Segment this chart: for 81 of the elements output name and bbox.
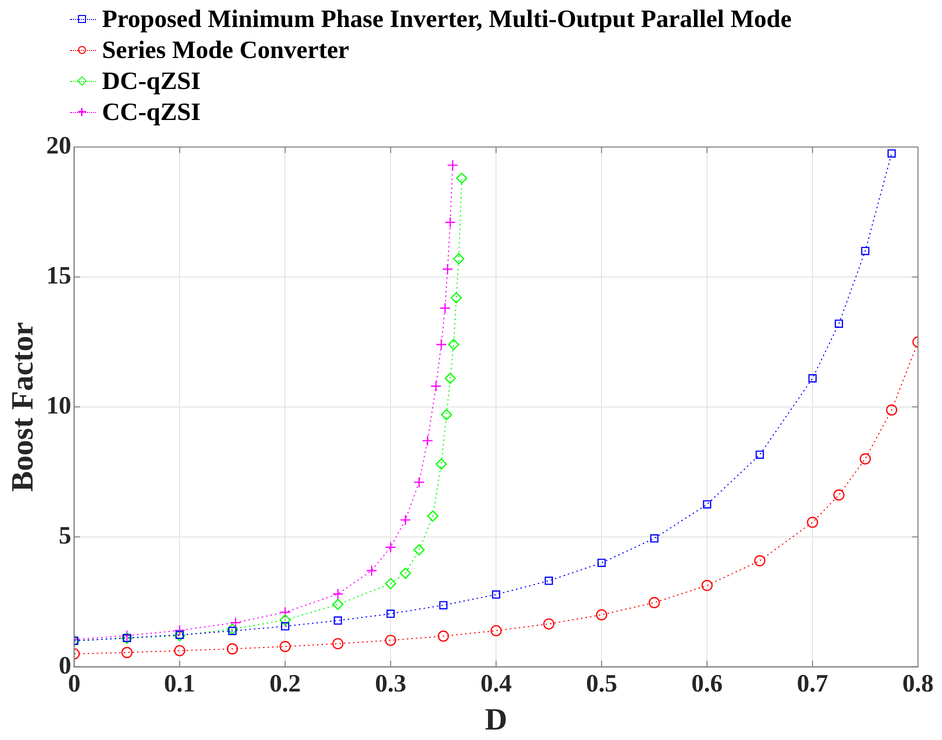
point xyxy=(702,500,712,508)
legend-label: CC-qZSI xyxy=(102,98,201,128)
point xyxy=(456,172,468,184)
point xyxy=(400,568,411,579)
point xyxy=(754,555,766,566)
point xyxy=(450,292,462,304)
point xyxy=(400,514,411,526)
legend-label: DC-qZSI xyxy=(102,67,201,97)
point xyxy=(436,338,447,350)
point xyxy=(436,458,447,470)
x-tick-label: 0.5 xyxy=(586,670,618,698)
point xyxy=(444,372,456,384)
point xyxy=(887,149,896,158)
point xyxy=(440,409,452,420)
point xyxy=(422,435,434,446)
point xyxy=(332,588,344,600)
point xyxy=(226,624,238,635)
point xyxy=(808,374,817,382)
point xyxy=(833,489,844,501)
point xyxy=(453,253,464,264)
y-tick-label: 20 xyxy=(46,132,72,160)
point xyxy=(280,640,291,652)
point xyxy=(444,216,456,228)
point xyxy=(386,610,395,618)
point xyxy=(438,630,449,642)
x-tick-label: 0.7 xyxy=(796,670,828,698)
x-tick-label: 0.4 xyxy=(480,670,512,698)
legend-label: Proposed Minimum Phase Inverter, Multi-Output Parallel Mode xyxy=(102,5,792,35)
point xyxy=(596,609,608,620)
point xyxy=(861,246,870,256)
point xyxy=(121,630,133,642)
point xyxy=(385,578,396,590)
point xyxy=(439,302,451,314)
point xyxy=(280,614,291,626)
point xyxy=(492,590,500,599)
point xyxy=(332,598,344,610)
y-tick-label: 10 xyxy=(46,392,72,420)
legend-label: Series Mode Converter xyxy=(102,36,350,66)
point xyxy=(806,516,818,528)
point xyxy=(385,634,396,646)
point xyxy=(650,534,658,543)
point xyxy=(334,616,342,625)
x-tick-label: 0.3 xyxy=(375,670,406,698)
y-tick-label: 5 xyxy=(58,522,72,550)
point xyxy=(756,450,764,459)
y-axis-title: Boost Factor xyxy=(4,322,40,492)
point xyxy=(281,622,290,630)
point xyxy=(597,558,606,567)
point xyxy=(385,542,396,553)
x-axis-title: D xyxy=(484,701,508,736)
point xyxy=(226,643,238,654)
point xyxy=(366,565,378,576)
point xyxy=(490,625,502,636)
point xyxy=(442,264,454,275)
point xyxy=(228,626,237,636)
point xyxy=(430,380,442,392)
x-tick-label: 0.2 xyxy=(270,670,301,698)
x-tick-label: 0.1 xyxy=(164,670,196,698)
point xyxy=(332,638,344,650)
point xyxy=(447,160,458,171)
point xyxy=(230,617,242,628)
x-tick-label: 0.6 xyxy=(691,670,723,698)
point xyxy=(427,510,438,522)
point xyxy=(174,645,186,656)
point xyxy=(414,544,425,556)
point xyxy=(174,624,186,636)
point xyxy=(860,453,871,464)
point xyxy=(439,601,448,610)
point xyxy=(448,338,460,350)
point xyxy=(648,597,660,608)
point xyxy=(543,618,554,630)
point xyxy=(280,606,291,618)
point xyxy=(834,320,844,328)
point xyxy=(886,404,898,416)
point xyxy=(414,476,425,488)
point xyxy=(121,646,133,658)
y-tick-label: 15 xyxy=(46,262,72,290)
point xyxy=(174,630,186,642)
x-tick-label: 0.8 xyxy=(902,670,934,698)
point xyxy=(701,580,713,592)
point xyxy=(544,576,553,585)
